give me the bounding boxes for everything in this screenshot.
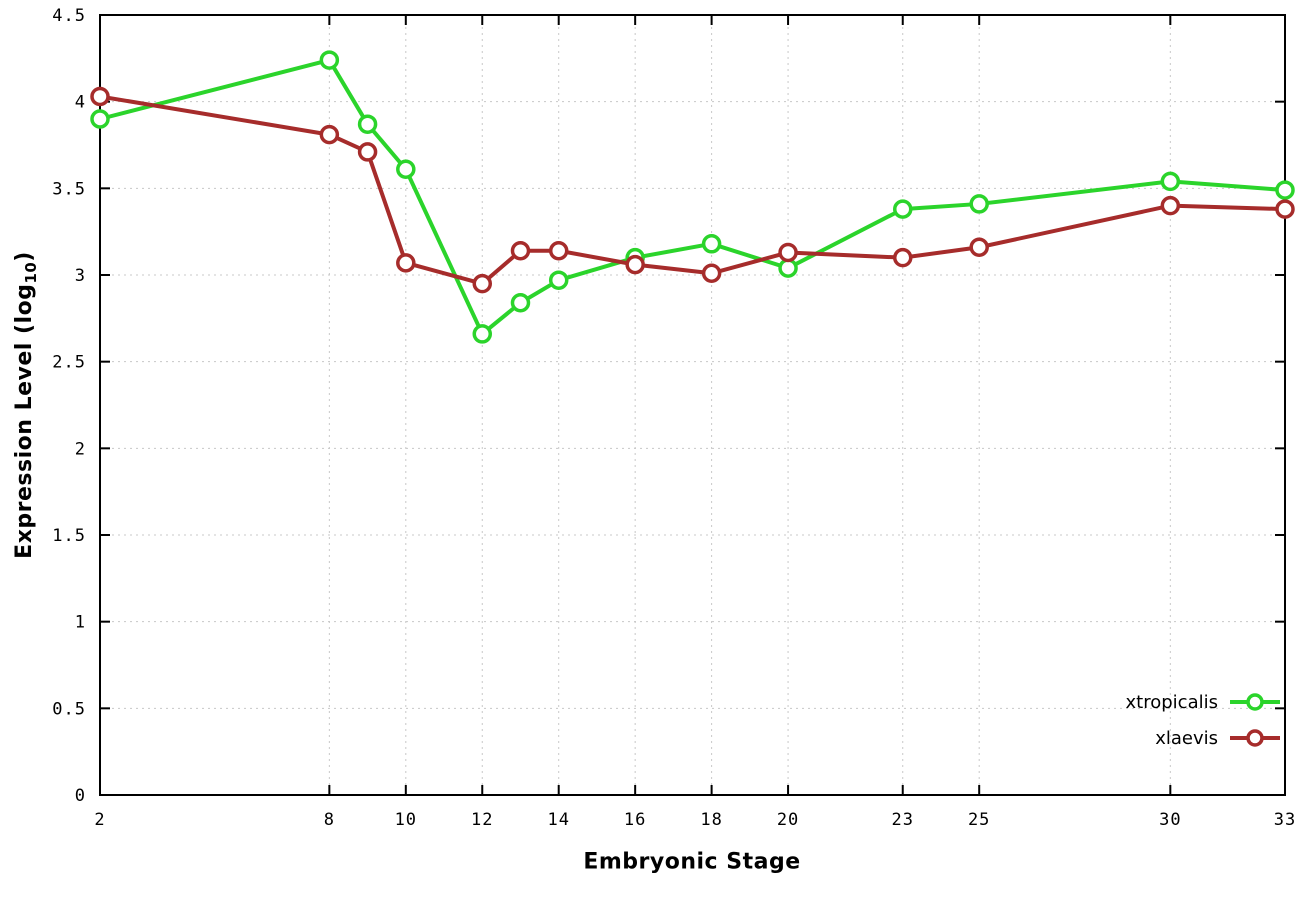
data-point-marker (90, 109, 110, 129)
data-point-marker (778, 242, 798, 263)
series-xtropicalis (90, 50, 1295, 344)
legend-sample-line-icon (1230, 729, 1280, 747)
x-tick-label: 18 (700, 810, 722, 830)
legend-sample-line-icon (1230, 693, 1280, 711)
gridlines (99, 14, 1286, 796)
data-point-marker (1160, 195, 1181, 216)
data-point-marker (90, 86, 110, 107)
x-tick-label: 20 (777, 810, 799, 830)
y-tick-label: 0.5 (52, 699, 86, 719)
y-tick-label: 0 (75, 786, 86, 806)
data-point-marker (357, 114, 378, 134)
data-point-marker (472, 324, 493, 344)
data-point-marker (892, 247, 913, 268)
data-point-marker (319, 50, 340, 70)
data-point-marker (396, 253, 416, 273)
x-tick-label: 16 (624, 810, 646, 830)
legend-item-xlaevis: xlaevis (1126, 720, 1282, 756)
data-point-marker (1275, 180, 1295, 200)
x-tick-label: 30 (1159, 810, 1181, 830)
data-point-marker (701, 234, 722, 254)
data-point-marker (548, 270, 569, 290)
data-point-marker (625, 254, 645, 275)
y-axis-title-text: Expression Level (log (11, 283, 37, 559)
data-point-marker (892, 199, 913, 219)
y-tick-label: 3 (75, 266, 86, 286)
x-tick-label: 12 (471, 810, 493, 830)
legend: xtropicalis xlaevis (1126, 684, 1282, 756)
y-tick-label: 1 (75, 613, 86, 633)
x-tick-label: 2 (94, 810, 105, 830)
y-tick-label: 4.5 (52, 6, 86, 26)
series-line-xlaevis (98, 94, 1287, 286)
x-tick-label: 8 (324, 810, 335, 830)
data-point-marker (969, 237, 989, 258)
y-tick-label: 4 (75, 93, 86, 113)
data-point-marker (701, 263, 722, 284)
x-tick-label: 14 (547, 810, 569, 830)
data-point-marker (319, 124, 340, 145)
series-line-xtropicalis (98, 58, 1287, 336)
y-tick-label: 3.5 (52, 179, 86, 199)
y-tick-label: 2 (75, 439, 86, 459)
y-tick-label: 1.5 (52, 526, 86, 546)
x-tick-label: 10 (395, 810, 417, 830)
data-point-marker (1275, 199, 1295, 219)
axes-frame (99, 14, 1286, 796)
legend-label-xtropicalis: xtropicalis (1125, 691, 1218, 713)
y-axis-title: Expression Level (log10) (12, 251, 40, 559)
data-point-marker (1160, 171, 1181, 192)
x-tick-label: 33 (1274, 810, 1296, 830)
legend-label-xlaevis: xlaevis (1155, 727, 1218, 749)
data-point-marker (510, 292, 531, 313)
data-point-marker (472, 273, 493, 294)
y-axis-title-suffix: ) (11, 251, 37, 262)
y-axis-title-sub: 10 (22, 261, 41, 284)
legend-item-xtropicalis: xtropicalis (1126, 684, 1282, 720)
data-point-marker (510, 240, 531, 261)
series-xlaevis (90, 86, 1295, 294)
y-tick-label: 2.5 (52, 353, 86, 373)
x-tick-label: 25 (968, 810, 990, 830)
x-tick-label: 23 (891, 810, 913, 830)
tick-labels: 2 8 10 12 14 16 18 20 23 25 30 33 0 0.5 1 1.5 2 2.5 3 3.5 4 4… (52, 6, 1296, 830)
data-point-marker (548, 240, 569, 261)
data-point-marker (396, 159, 416, 180)
data-point-marker (969, 194, 989, 214)
x-axis-title: Embryonic Stage (583, 849, 801, 875)
data-point-marker (778, 258, 798, 278)
data-point-marker (357, 142, 378, 162)
